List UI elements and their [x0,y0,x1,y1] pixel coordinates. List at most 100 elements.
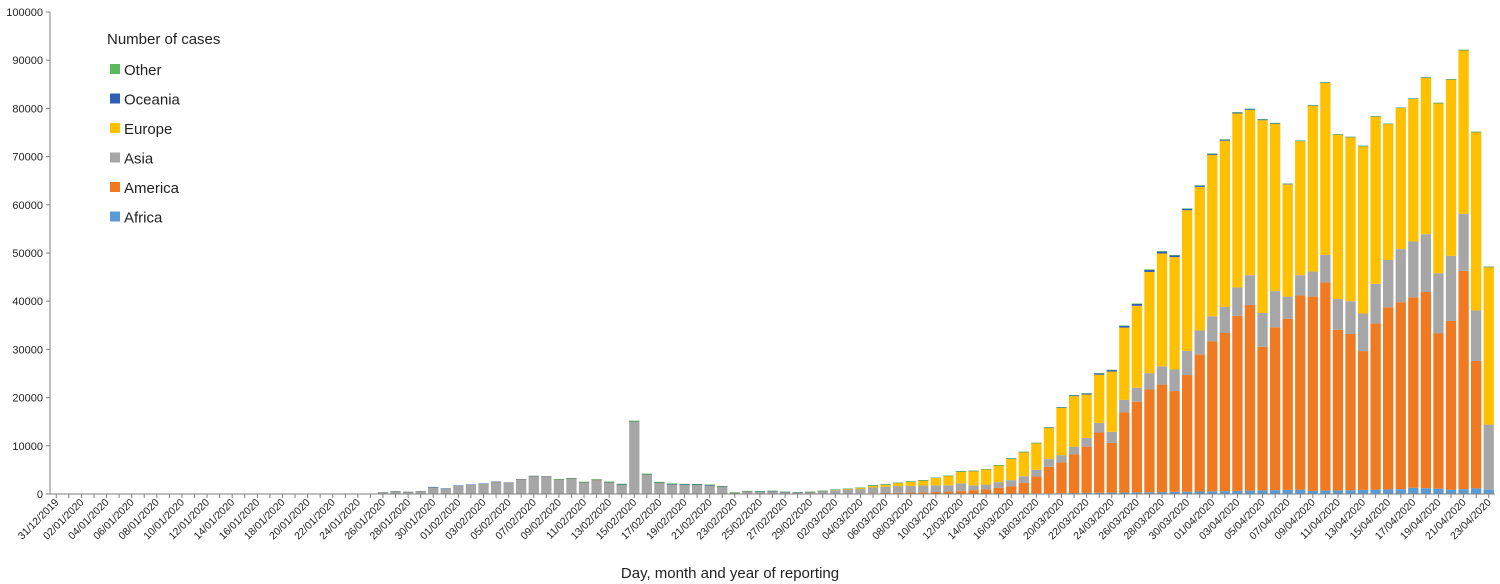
bar-segment-africa [1345,490,1356,494]
bar-segment-europe [1106,371,1117,432]
bar-segment-africa [1119,492,1130,494]
bar-segment-africa [1483,489,1494,494]
bar-segment-oceania [629,421,640,422]
bar-segment-other [654,481,665,483]
legend-label-asia: Asia [124,151,154,168]
bar-segment-other [1383,123,1394,125]
bar-segment-europe [842,488,854,490]
bar-segment-oceania [478,483,489,485]
bar-segment-other [729,492,740,493]
bar-segment-asia [654,482,665,494]
bar-segment-asia [390,491,401,494]
bar-segment-africa [1395,489,1406,494]
bar-segment-europe [867,485,879,488]
bar-segment-africa [1357,489,1369,494]
bar-segment-europe [1232,113,1243,288]
bar-segment-asia [1383,259,1394,308]
bar-segment-asia [629,421,640,494]
bar-segment-europe [880,484,891,487]
bar-segment-oceania [1068,395,1080,397]
bar-segment-asia [679,484,690,494]
bar-segment-asia [1445,255,1457,321]
bar-segment-asia [428,487,439,494]
bar-segment-africa [1081,492,1092,494]
bar-segment-other [1006,458,1017,459]
bar-segment-america [930,492,941,494]
bar-segment-asia [415,491,426,494]
bar-segment-america [1408,297,1419,488]
bar-segment-asia [1332,299,1344,330]
bar-segment-oceania [578,482,590,483]
bar-segment-oceania [742,491,753,492]
bar-segment-europe [1433,103,1444,274]
bar-segment-europe [1119,327,1130,400]
bar-segment-asia [1307,271,1318,297]
bar-segment-other [1182,208,1193,209]
bar-segment-america [1295,295,1306,490]
bar-segment-europe [1445,79,1457,256]
bar-segment-africa [1370,489,1381,494]
bar-segment-other [1018,451,1029,453]
bar-segment-america [1043,466,1055,494]
bar-segment-oceania [767,490,778,492]
bar-segment-asia [1119,399,1130,413]
bar-segment-asia [1018,476,1029,483]
bar-segment-other [641,473,652,475]
bar-segment-oceania [1144,269,1155,272]
bar-segment-america [1207,341,1218,492]
bar-segment-europe [905,481,916,486]
bar-segment-other [691,483,703,485]
bar-segment-other [893,482,904,484]
bar-segment-africa [1194,491,1205,494]
bar-segment-oceania [1232,112,1243,114]
bar-segment-america [943,491,954,494]
bar-segment-other [666,483,678,485]
bar-segment-oceania [516,479,527,480]
bar-segment-other [955,471,967,472]
bar-segment-america [968,490,979,494]
bar-segment-america [1106,442,1117,493]
bar-segment-africa [1307,490,1318,494]
bar-segment-asia [1031,469,1042,477]
bar-segment-america [905,492,916,494]
bar-segment-america [1458,270,1469,490]
bar-segment-asia [955,483,967,492]
bar-segment-asia [930,485,941,493]
bar-segment-asia [503,482,514,494]
bar-segment-other [1483,266,1494,268]
bar-segment-oceania [717,486,728,487]
bar-segment-asia [1207,316,1218,342]
bar-segment-america [1018,482,1029,494]
bar-segment-asia [1244,275,1256,306]
legend-label-africa: Africa [124,210,163,227]
bar-segment-asia [1043,459,1055,467]
legend-swatch-asia [110,152,120,163]
bar-segment-europe [1156,253,1168,367]
bar-segment-other [1156,251,1168,252]
bar-segment-asia [729,492,740,494]
y-axis: 0 10000 20000 30000 40000 50000 60000 70000 8000… [6,7,51,501]
bar-segment-other [830,489,841,490]
bar-segment-europe [1182,210,1193,351]
legend-label-other: Other [124,62,162,79]
bar-segment-europe [1357,146,1369,314]
bar-segment-europe [943,475,954,486]
bar-segment-oceania [1182,208,1193,211]
bar-segment-africa [1131,492,1143,494]
bar-segment-europe [1383,124,1394,260]
bar-segment-asia [1269,291,1281,328]
bar-segment-other [742,490,753,492]
bar-segment-other [1282,183,1293,184]
bar-segment-other [1295,140,1306,141]
bar-segment-asia [1433,273,1444,334]
bar-segment-oceania [1119,325,1130,328]
bar-segment-other [679,483,690,485]
bar-segment-oceania [528,475,539,477]
bar-segment-other [553,479,565,480]
y-tick-label: 50000 [12,248,43,260]
bar-segment-other [842,488,854,490]
bar-segment-other [1471,131,1482,133]
bar-segment-asia [553,479,565,494]
bar-segment-asia [1232,287,1243,316]
bar-segment-asia [1081,437,1092,447]
